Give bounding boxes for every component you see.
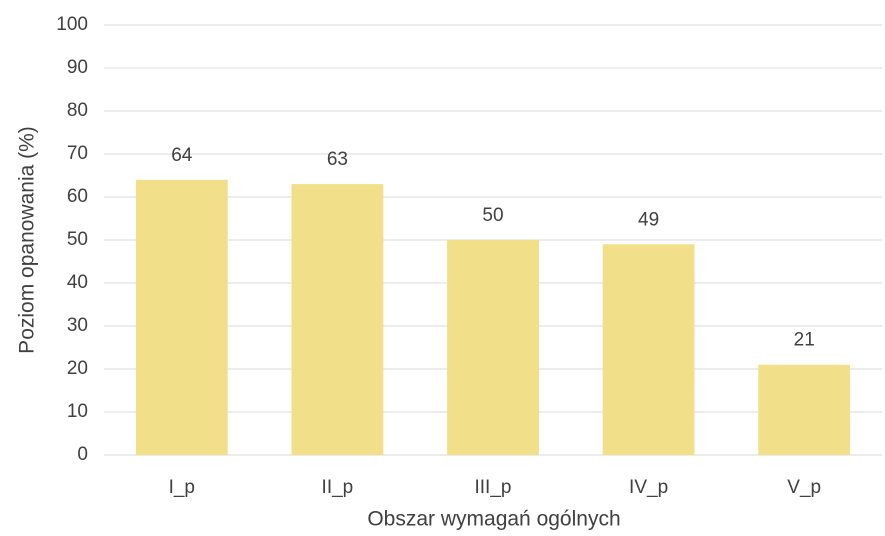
y-tick-label: 100 — [56, 14, 88, 35]
value-label: 64 — [171, 145, 193, 166]
value-label: 63 — [327, 149, 348, 170]
value-label: 49 — [638, 209, 659, 230]
x-axis-title: Obszar wymagań ogólnych — [367, 508, 620, 531]
y-tick-label: 40 — [67, 272, 88, 293]
y-axis-title: Poziom opanowania (%) — [16, 126, 39, 354]
bar — [758, 364, 851, 455]
value-label: 21 — [794, 330, 815, 351]
y-tick-label: 20 — [67, 358, 88, 379]
bar — [447, 240, 539, 455]
bar — [602, 244, 695, 455]
y-tick-label: 0 — [77, 444, 88, 465]
y-tick-label: 30 — [67, 315, 88, 336]
y-tick-label: 70 — [67, 143, 88, 164]
y-tick-label: 90 — [67, 57, 88, 78]
y-tick-label: 60 — [67, 186, 88, 207]
x-tick-label: V_p — [787, 477, 821, 498]
x-tick-label: IV_p — [629, 477, 668, 498]
y-tick-label: 10 — [67, 401, 88, 422]
y-tick-label: 50 — [67, 229, 88, 250]
x-tick-label: II_p — [322, 477, 354, 498]
x-tick-label: I_p — [169, 477, 195, 498]
bar — [291, 184, 384, 455]
value-label: 50 — [482, 205, 503, 226]
bar — [135, 179, 228, 456]
y-tick-label: 80 — [67, 100, 88, 121]
x-tick-label: III_p — [475, 477, 512, 498]
